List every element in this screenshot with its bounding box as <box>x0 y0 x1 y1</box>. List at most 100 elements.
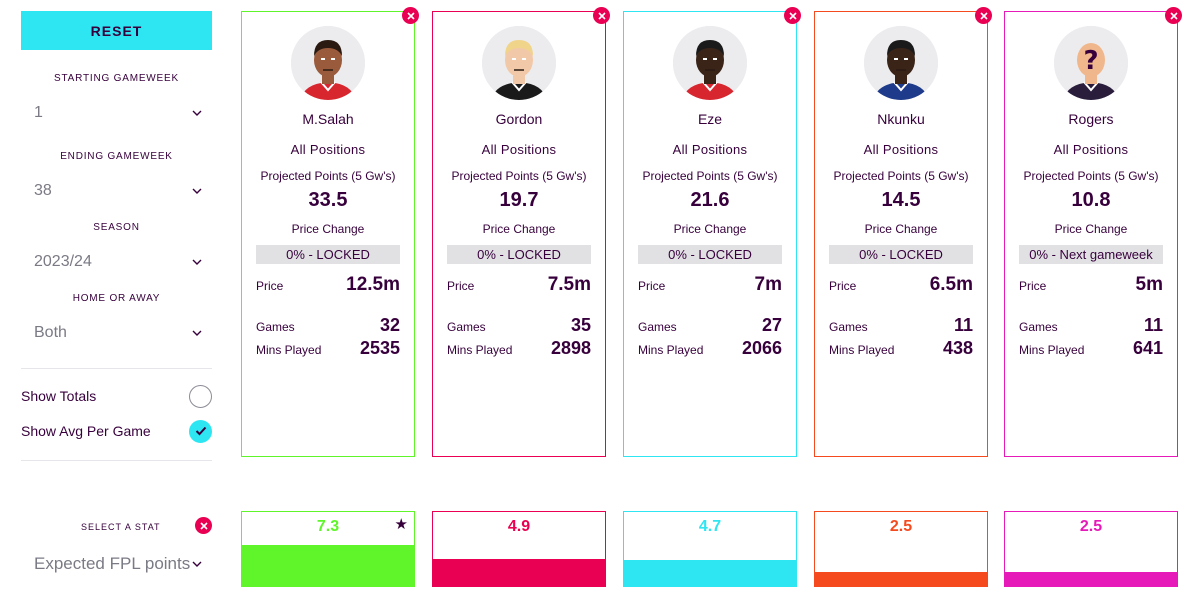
price-value: 5m <box>1135 274 1163 295</box>
mins-value: 438 <box>942 338 973 358</box>
remove-player-button[interactable] <box>784 7 801 24</box>
mins-label: Mins Played <box>829 343 895 357</box>
stat-value: 4.9 <box>507 518 531 535</box>
stat-bar-card: 7.3 ★ <box>241 511 415 587</box>
price-value: 6.5m <box>929 274 973 295</box>
show-avg-radio[interactable] <box>189 419 212 443</box>
projected-points-label: Projected Points (5 Gw's) <box>833 169 969 183</box>
games-row: Games 11 <box>815 315 987 336</box>
unknown-player-avatar: ? <box>1054 26 1128 100</box>
show-totals-radio[interactable] <box>189 384 212 408</box>
player-card: M.Salah All Positions Projected Points (5 … <box>241 7 419 457</box>
price-change-status: 0% - Next gameweek <box>1019 245 1163 264</box>
svg-text:?: ? <box>1083 46 1098 76</box>
stat-bar-fill <box>624 560 796 586</box>
games-value: 11 <box>953 315 973 335</box>
games-row: Games 27 <box>624 315 796 336</box>
player-positions: All Positions <box>481 142 557 157</box>
price-label: Price <box>1019 279 1047 293</box>
stat-value: 2.5 <box>889 518 913 535</box>
ending-gameweek-select[interactable]: 38 <box>21 176 212 206</box>
price-row: Price 7.5m <box>433 274 605 296</box>
filter-label: ENDING GAMEWEEK <box>60 151 173 162</box>
games-value: 27 <box>761 315 782 335</box>
remove-player-button[interactable] <box>402 7 419 24</box>
divider <box>21 368 212 369</box>
close-icon <box>597 11 606 20</box>
games-row: Games 35 <box>433 315 605 336</box>
price-label: Price <box>447 279 475 293</box>
stat-bar-card: 4.7 <box>623 511 797 587</box>
reset-button[interactable]: RESET <box>21 11 212 50</box>
player-positions: All Positions <box>863 142 939 157</box>
games-row: Games 32 <box>242 315 414 336</box>
select-value: 2023/24 <box>34 253 92 270</box>
filter-label: HOME OR AWAY <box>72 293 161 304</box>
price-label: Price <box>256 279 284 293</box>
projected-points-value: 10.8 <box>1071 189 1111 211</box>
nkunku-avatar <box>864 26 938 100</box>
eze-avatar <box>673 26 747 100</box>
close-icon <box>788 11 797 20</box>
mins-row: Mins Played 438 <box>815 338 987 359</box>
price-row: Price 7m <box>624 274 796 296</box>
player-positions: All Positions <box>290 142 366 157</box>
filter-label: SEASON <box>93 222 140 233</box>
mins-value: 2535 <box>359 338 400 358</box>
mins-value: 2066 <box>741 338 782 358</box>
games-label: Games <box>829 320 868 334</box>
mins-row: Mins Played 641 <box>1005 338 1177 359</box>
price-row: Price 5m <box>1005 274 1177 296</box>
projected-points-label: Projected Points (5 Gw's) <box>642 169 778 183</box>
price-value: 12.5m <box>346 274 400 295</box>
price-change-label: Price Change <box>864 222 938 236</box>
filters-sidebar: RESET STARTING GAMEWEEK 1 ENDING GAMEWEE… <box>21 11 212 461</box>
remove-player-button[interactable] <box>593 7 610 24</box>
stat-bar-fill <box>1005 572 1177 586</box>
show-totals-toggle[interactable]: Show Totals <box>21 381 212 411</box>
projected-points-label: Projected Points (5 Gw's) <box>451 169 587 183</box>
filter-label: STARTING GAMEWEEK <box>54 73 179 84</box>
projected-points-value: 33.5 <box>308 189 348 211</box>
price-change-label: Price Change <box>291 222 365 236</box>
season-select[interactable]: 2023/24 <box>21 247 212 277</box>
games-label: Games <box>447 320 486 334</box>
toggle-label: Show Totals <box>21 388 97 404</box>
home-away-select[interactable]: Both <box>21 318 212 348</box>
stat-bar-card: 2.5 <box>814 511 988 587</box>
projected-points-value: 21.6 <box>690 189 730 211</box>
filter-ending-gameweek: ENDING GAMEWEEK 38 <box>21 151 212 206</box>
stat-bar-card: 4.9 <box>432 511 606 587</box>
player-name: Gordon <box>495 111 543 127</box>
mins-value: 641 <box>1132 338 1163 358</box>
stat-value: 4.7 <box>698 518 722 535</box>
show-avg-toggle[interactable]: Show Avg Per Game <box>21 416 212 446</box>
projected-points-value: 14.5 <box>881 189 921 211</box>
filter-starting-gameweek: STARTING GAMEWEEK 1 <box>21 73 212 128</box>
chevron-down-icon <box>192 110 202 116</box>
stat-select[interactable]: Expected FPL points <box>21 554 212 574</box>
games-value: 35 <box>570 315 591 335</box>
price-change-label: Price Change <box>1054 222 1128 236</box>
mins-value: 2898 <box>550 338 591 358</box>
close-icon <box>199 521 208 530</box>
price-label: Price <box>829 279 857 293</box>
clear-stat-button[interactable] <box>195 517 212 534</box>
select-value: 38 <box>34 182 52 199</box>
projected-points-label: Projected Points (5 Gw's) <box>260 169 396 183</box>
check-icon <box>195 426 206 436</box>
remove-player-button[interactable] <box>975 7 992 24</box>
price-label: Price <box>638 279 666 293</box>
price-value: 7m <box>754 274 782 295</box>
player-card: Gordon All Positions Projected Points (5 G… <box>432 7 610 457</box>
stat-value: 7.3 <box>316 518 340 535</box>
player-name: Nkunku <box>877 111 925 127</box>
player-name: M.Salah <box>302 111 354 127</box>
starting-gameweek-select[interactable]: 1 <box>21 98 212 128</box>
price-change-label: Price Change <box>673 222 747 236</box>
stat-selector: SELECT A STAT Expected FPL points <box>21 496 212 574</box>
mins-label: Mins Played <box>1019 343 1085 357</box>
remove-player-button[interactable] <box>1165 7 1182 24</box>
price-change-status: 0% - LOCKED <box>829 245 973 264</box>
select-value: Expected FPL points <box>34 554 191 573</box>
